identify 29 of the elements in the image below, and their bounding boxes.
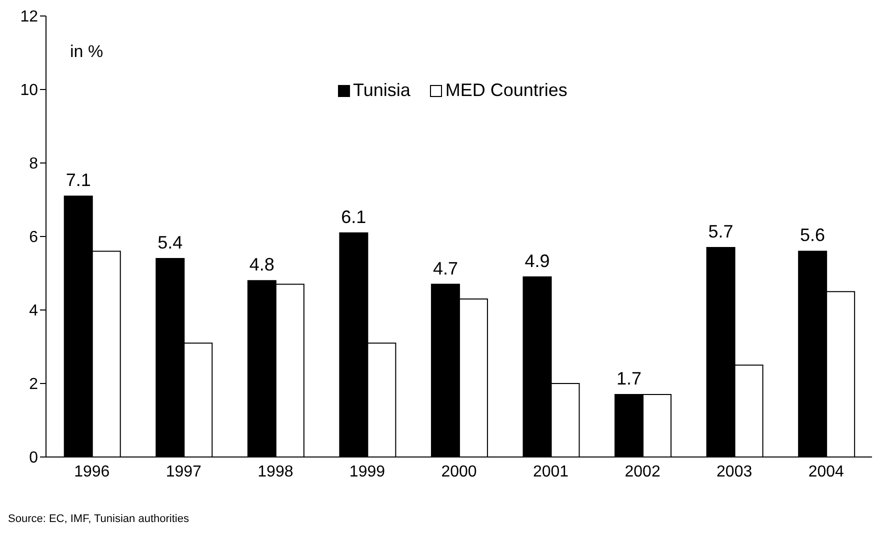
y-tick-label: 0 — [29, 450, 38, 467]
x-tick-label: 1996 — [74, 463, 110, 480]
data-label: 6.1 — [341, 206, 366, 227]
x-tick-label: 1998 — [258, 463, 294, 480]
x-tick-label: 1997 — [166, 463, 202, 480]
data-label: 1.7 — [616, 368, 642, 389]
y-tick-label: 2 — [29, 376, 38, 394]
data-label: 5.7 — [708, 222, 734, 242]
x-tick-label: 2004 — [808, 463, 844, 480]
x-tick-label: 2002 — [624, 463, 660, 480]
y-tick-label: 8 — [29, 156, 38, 173]
data-label: 7.1 — [66, 170, 91, 190]
legend-label: MED Countries — [444, 80, 568, 101]
data-label: 4.8 — [249, 254, 274, 275]
source-note: Source: EC, IMF, Tunisian authorities — [8, 513, 189, 525]
data-label: 4.9 — [524, 250, 550, 271]
x-tick-label: 2000 — [441, 463, 477, 480]
data-label: 4.7 — [432, 258, 458, 278]
y-tick-label: 6 — [29, 229, 38, 246]
y-tick-label: 4 — [29, 302, 38, 320]
x-tick-label: 2001 — [532, 463, 569, 480]
legend-label: Tunisia — [352, 80, 410, 101]
x-tick-label: 2003 — [716, 463, 752, 480]
y-axis-title: in % — [70, 42, 104, 62]
x-tick-label: 1999 — [349, 463, 386, 480]
y-tick-label: 10 — [20, 82, 38, 100]
data-label: 5.4 — [158, 232, 183, 253]
y-tick-label: 12 — [20, 8, 38, 26]
data-label: 5.6 — [800, 225, 826, 246]
